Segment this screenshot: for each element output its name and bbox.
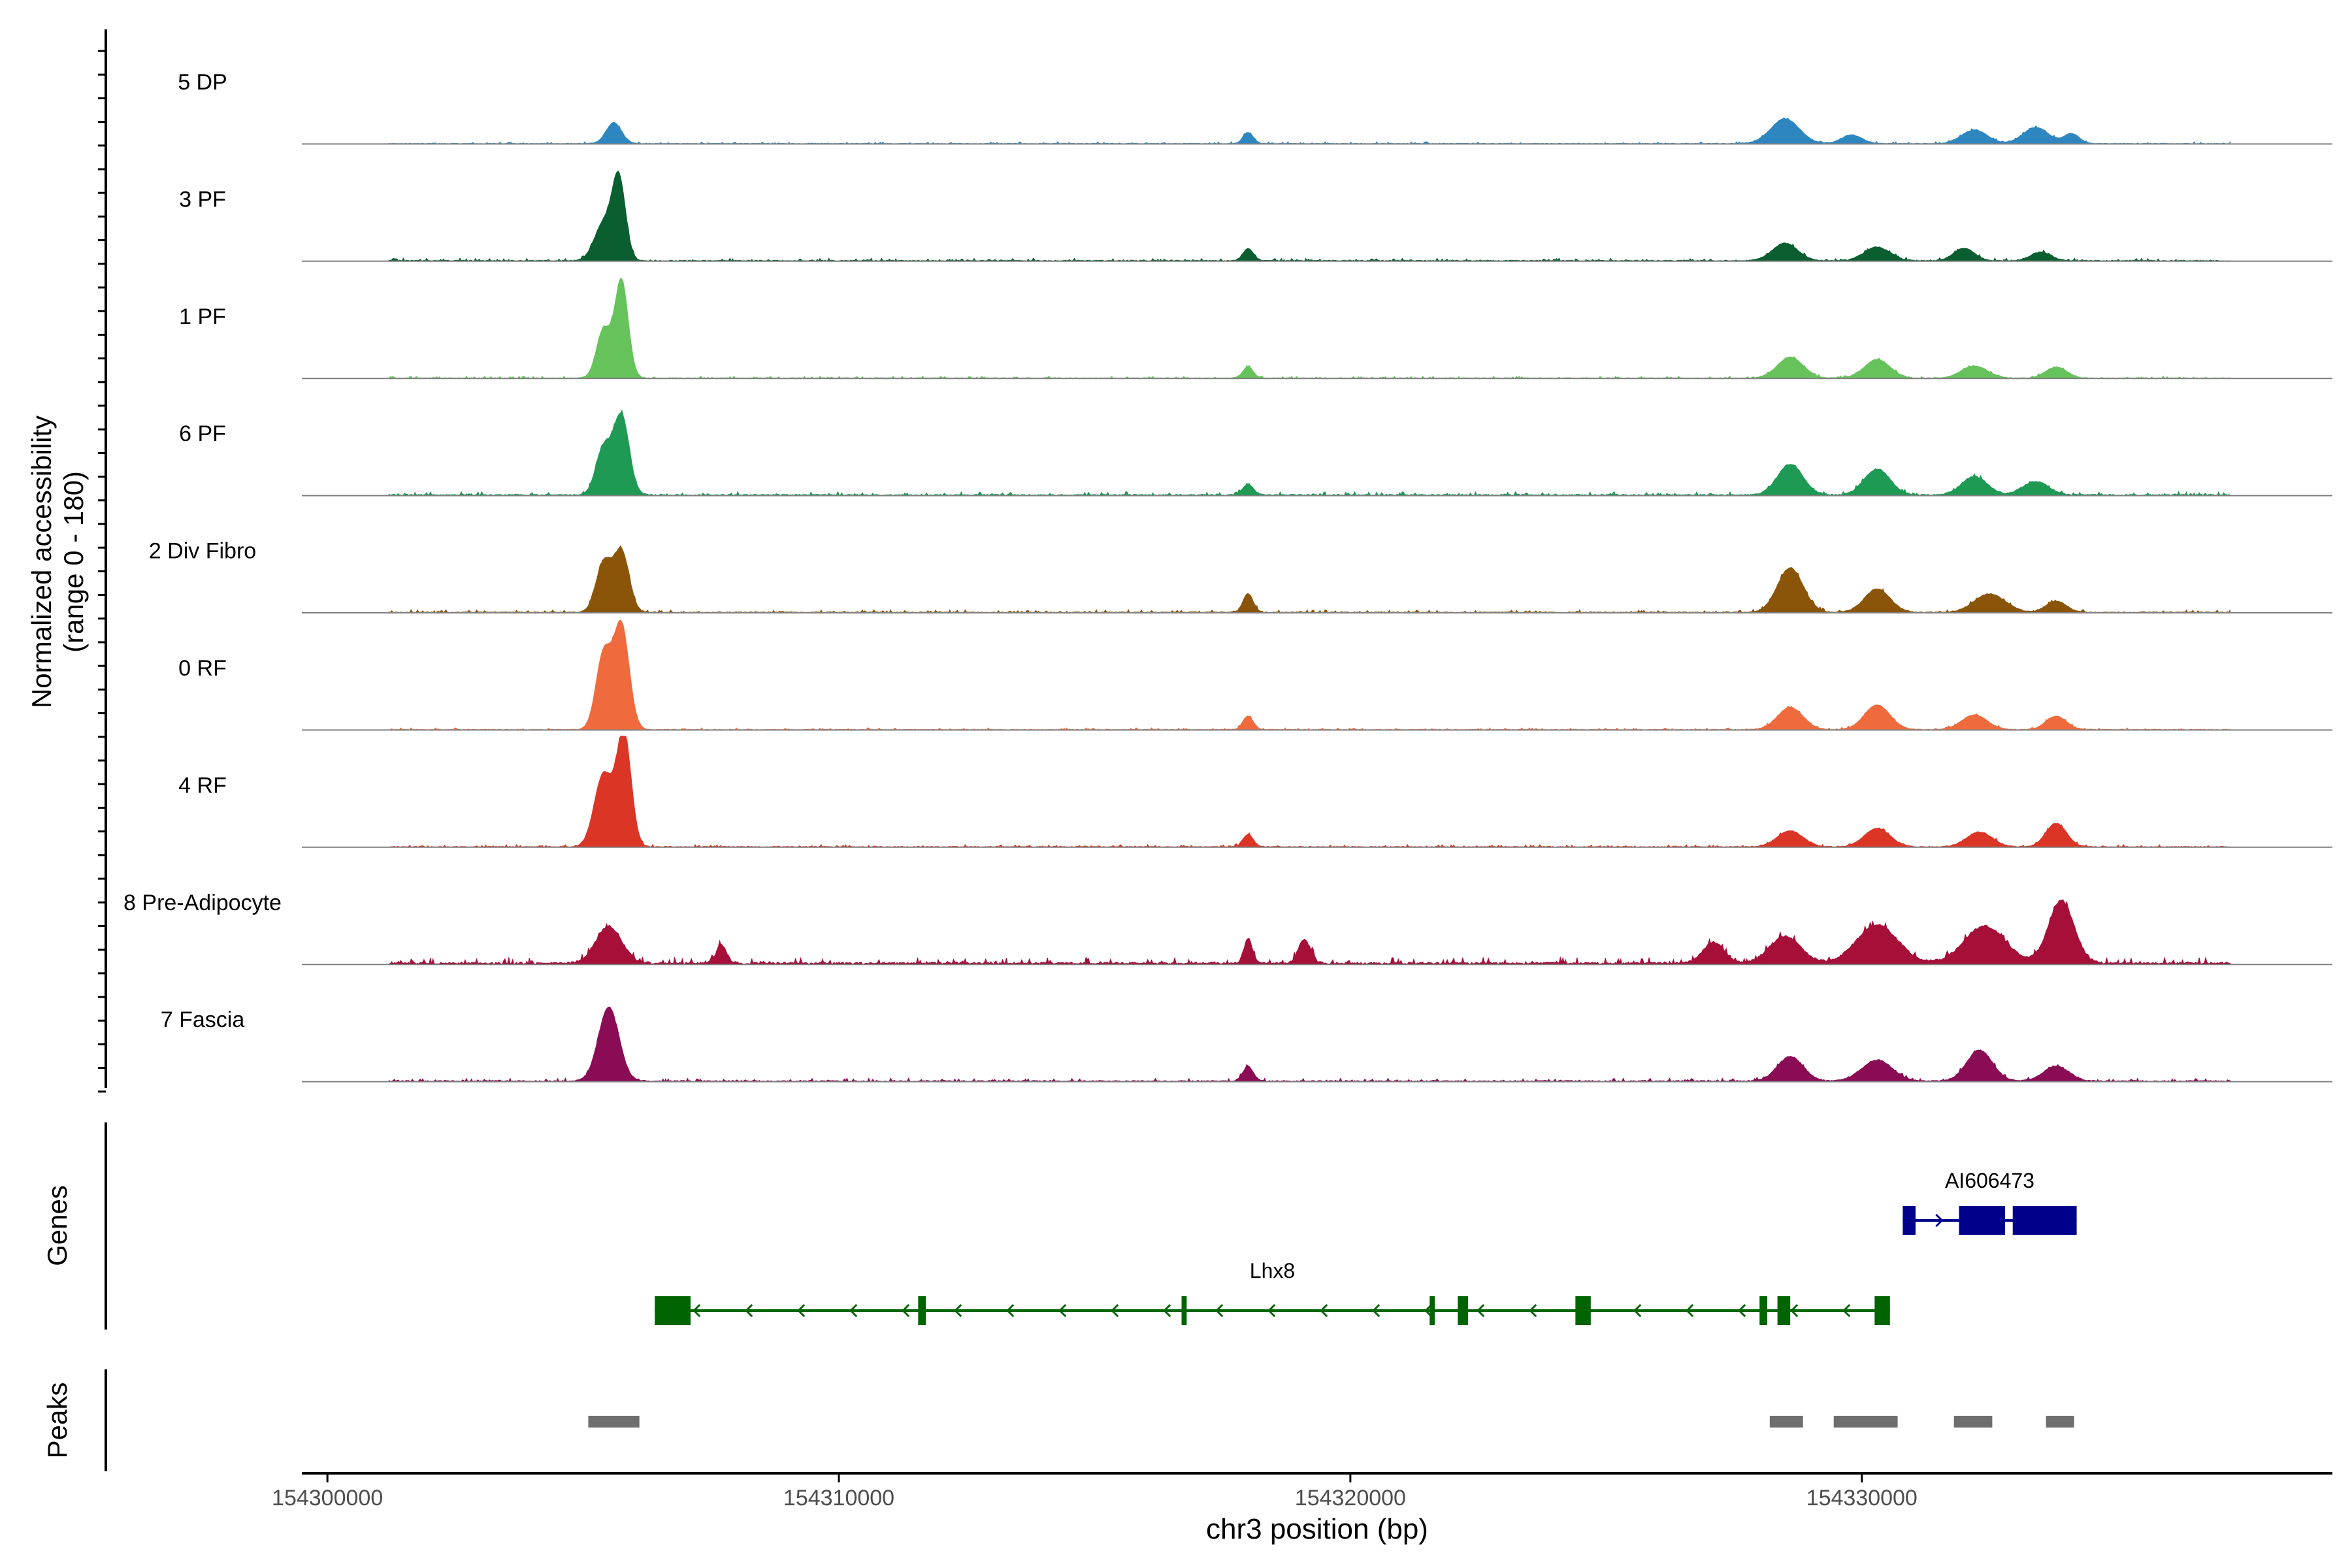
coverage-area [302,899,2230,966]
x-tick-label: 154330000 [1806,1486,1918,1511]
peaks-panel-label: Peaks [42,1382,73,1459]
x-tick-label: 154320000 [1295,1486,1406,1511]
peak-region [1833,1416,1898,1428]
strand-arrow [1935,1213,1944,1228]
strand-arrow [1006,1303,1015,1318]
gene-lhx8: Lhx8 [655,1259,1890,1325]
strand-arrow [1738,1303,1746,1318]
track-3-pf: 3 PF [179,171,2332,262]
exon [1777,1296,1791,1325]
track-5-dp: 5 DP [178,70,2332,145]
strand-arrow [693,1303,701,1318]
coverage-tracks: 5 DP 3 PF 1 PF 6 PF 2 Div Fibro 0 RF 4 RF 8 Pre… [123,70,2332,1083]
strand-arrow [1267,1303,1276,1318]
track-label: 0 RF [178,656,227,681]
track-1-pf: 1 PF [179,277,2332,380]
peak-region [1769,1416,1803,1428]
x-axis-ticks: 154300000 154310000 154320000 154330000 [272,1473,1918,1511]
strand-arrow [1477,1303,1485,1318]
y-axis-label-range: (range 0 - 180) [58,471,89,653]
exon [1458,1296,1468,1325]
track-2-div-fibro: 2 Div Fibro [149,539,2332,613]
genes-panel-label: Genes [42,1185,73,1266]
strand-arrow [1842,1303,1851,1318]
exon [1181,1296,1187,1325]
track-label: 6 PF [179,421,226,446]
exon [1903,1206,1916,1235]
strand-arrow [1529,1303,1537,1318]
strand-arrow [1633,1303,1642,1318]
strand-arrow [745,1303,753,1318]
x-tick-label: 154310000 [783,1486,894,1511]
strand-arrow [1686,1303,1694,1318]
track-label: 7 Fascia [161,1007,245,1032]
track-7-fascia: 7 Fascia [161,1006,2332,1083]
peak-region [1953,1416,1993,1428]
exon [1575,1296,1591,1325]
exon [655,1296,691,1325]
coverage-area [302,171,2230,262]
strand-arrow [902,1303,910,1318]
strand-arrow [1424,1303,1433,1318]
track-6-pf: 6 PF [179,409,2332,497]
exon [1429,1296,1435,1325]
strand-arrow [1790,1303,1799,1318]
strand-arrow [954,1303,962,1318]
peak-region [2046,1416,2074,1428]
exon [1874,1296,1890,1325]
strand-arrow [1163,1303,1171,1318]
strand-arrow [1320,1303,1328,1318]
x-axis-label: chr3 position (bp) [1206,1513,1428,1545]
track-label: 1 PF [179,304,226,329]
strand-arrow [1058,1303,1067,1318]
exon [1959,1206,2005,1235]
strand-arrow [1215,1303,1224,1318]
track-label: 5 DP [178,70,227,95]
exon [2012,1206,2077,1235]
exon [918,1296,926,1325]
y-axis-label: Normalized accessibility [26,416,57,708]
gene-name: Lhx8 [1250,1259,1295,1282]
strand-arrow [849,1303,858,1318]
strand-arrow [1372,1303,1380,1318]
peak-region [588,1416,640,1428]
gene-annotations: AI606473 Lhx8 [655,1169,2077,1325]
track-label: 3 PF [179,187,226,212]
x-tick-label: 154300000 [272,1486,383,1511]
strand-arrow [1111,1303,1119,1318]
track-4-rf: 4 RF [178,736,2332,848]
track-label: 4 RF [178,773,227,798]
track-0-rf: 0 RF [178,619,2332,731]
track-label: 2 Div Fibro [149,539,256,564]
track-label: 8 Pre-Adipocyte [123,890,282,915]
peak-regions [588,1416,2074,1428]
gene-name: AI606473 [1945,1169,2034,1192]
strand-arrow [797,1303,806,1318]
gene-ai606473: AI606473 [1903,1169,2077,1235]
coverage-area [302,409,2230,497]
track-8-pre-adipocyte: 8 Pre-Adipocyte [123,890,2332,966]
exon [1759,1296,1767,1325]
y-axis-ticks [98,50,106,1093]
